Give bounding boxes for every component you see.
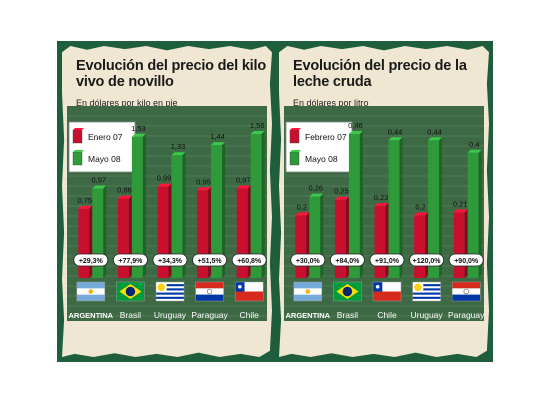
change-label: +120,0% <box>413 258 442 265</box>
change-badge: +60,8% <box>231 253 267 267</box>
bar-after <box>250 131 265 278</box>
category-label: Brasil <box>337 310 358 320</box>
bar-before <box>295 212 310 278</box>
value-label: 0,97 <box>91 175 106 184</box>
bar-before <box>374 203 389 278</box>
chart-subtitle: En dólares por kilo en pie <box>76 98 178 108</box>
legend-item: Febrero 07 <box>289 128 347 144</box>
chart-title: Evolución del precio de la leche cruda <box>293 58 467 90</box>
bar-after <box>467 149 482 278</box>
value-label: 1,44 <box>210 132 225 141</box>
change-label: +34,3% <box>158 258 183 265</box>
value-label: 0,25 <box>334 187 349 196</box>
flag-chile-icon <box>234 281 264 302</box>
category-label: Uruguay <box>411 310 444 320</box>
flag-argentina-icon <box>293 281 323 302</box>
chart-panel-milk: Evolución del precio de la leche cruda E… <box>279 46 489 357</box>
chart-subtitle: En dólares por litro <box>293 98 369 108</box>
change-label: +90,0% <box>454 258 479 265</box>
flag-brasil-icon <box>116 281 145 302</box>
flag-paraguay-icon <box>195 281 224 302</box>
legend: Enero 07 Mayo 08 <box>68 121 136 173</box>
bar-after <box>211 142 226 278</box>
category-label: Chile <box>377 310 397 320</box>
category-label: Chile <box>240 310 260 320</box>
category-label: Uruguay <box>154 310 187 320</box>
legend-label: Enero 07 <box>88 132 123 142</box>
change-badge: +90,0% <box>448 253 484 267</box>
legend-item: Mayo 08 <box>289 150 338 166</box>
change-badge: +29,3% <box>73 253 109 267</box>
category-label: ARGENTINA <box>286 311 331 320</box>
change-label: +29,3% <box>79 258 104 265</box>
value-label: 0,75 <box>77 196 92 205</box>
value-label: 0,2 <box>297 202 307 211</box>
change-badge: +51,5% <box>192 253 228 267</box>
legend-label: Mayo 08 <box>88 154 121 164</box>
legend: Febrero 07 Mayo 08 <box>285 121 353 173</box>
chart-frame: Evolución del precio del kilo vivo de no… <box>57 41 493 362</box>
flag-uruguay-icon <box>155 281 185 302</box>
value-label: 0,23 <box>374 193 389 202</box>
category-label: Brasil <box>120 310 141 320</box>
change-label: +60,8% <box>237 258 262 265</box>
change-badge: +84,0% <box>330 253 365 267</box>
value-label: 0,99 <box>157 174 172 183</box>
bar-after <box>131 133 146 278</box>
value-label: 0,2 <box>415 202 425 211</box>
legend-label: Febrero 07 <box>305 132 347 142</box>
bar-after <box>428 137 443 278</box>
value-label: 1,53 <box>131 124 146 133</box>
bar-before <box>78 205 93 278</box>
bar-chart-beef: Enero 07 Mayo 08 0,75 0,97 +29,3% ARGENTINA 0,… <box>67 106 267 321</box>
bar-after <box>388 137 403 278</box>
value-label: 0,97 <box>236 175 251 184</box>
change-label: +30,0% <box>296 258 321 265</box>
bar-after <box>348 131 363 278</box>
bar-after <box>171 152 186 278</box>
value-label: 0,4 <box>469 140 479 149</box>
change-label: +91,0% <box>375 258 400 265</box>
legend-item: Mayo 08 <box>72 150 121 166</box>
value-label: 0,44 <box>427 127 442 136</box>
value-label: 0,46 <box>348 121 363 130</box>
legend-item: Enero 07 <box>72 128 123 144</box>
change-badge: +120,0% <box>409 253 445 267</box>
change-badge: +91,0% <box>369 253 405 267</box>
flag-uruguay-icon <box>412 281 441 302</box>
change-label: +84,0% <box>335 258 360 265</box>
change-badge: +77,9% <box>113 253 148 267</box>
value-label: 1,33 <box>171 142 186 151</box>
legend-label: Mayo 08 <box>305 154 338 164</box>
value-label: 0,21 <box>453 199 468 208</box>
flag-argentina-icon <box>76 281 106 302</box>
bar-before <box>453 209 468 278</box>
bar-before <box>414 212 429 278</box>
value-label: 1,56 <box>250 121 265 130</box>
category-label: ARGENTINA <box>69 311 114 320</box>
chart-title: Evolución del precio del kilo vivo de no… <box>76 58 266 90</box>
change-badge: +34,3% <box>152 253 188 267</box>
flag-chile-icon <box>372 281 402 302</box>
value-label: 0,26 <box>308 184 323 193</box>
category-label: Paraguay <box>191 310 228 320</box>
value-label: 0,95 <box>196 177 211 186</box>
chart-panel-beef: Evolución del precio del kilo vivo de no… <box>62 46 272 357</box>
flag-brasil-icon <box>333 281 362 302</box>
change-badge: +30,0% <box>290 253 326 267</box>
change-label: +51,5% <box>198 258 223 265</box>
flag-paraguay-icon <box>451 281 481 302</box>
value-label: 0,44 <box>388 127 403 136</box>
value-label: 0,86 <box>117 186 132 195</box>
category-label: Paraguay <box>448 310 485 320</box>
change-label: +77,9% <box>118 258 143 265</box>
